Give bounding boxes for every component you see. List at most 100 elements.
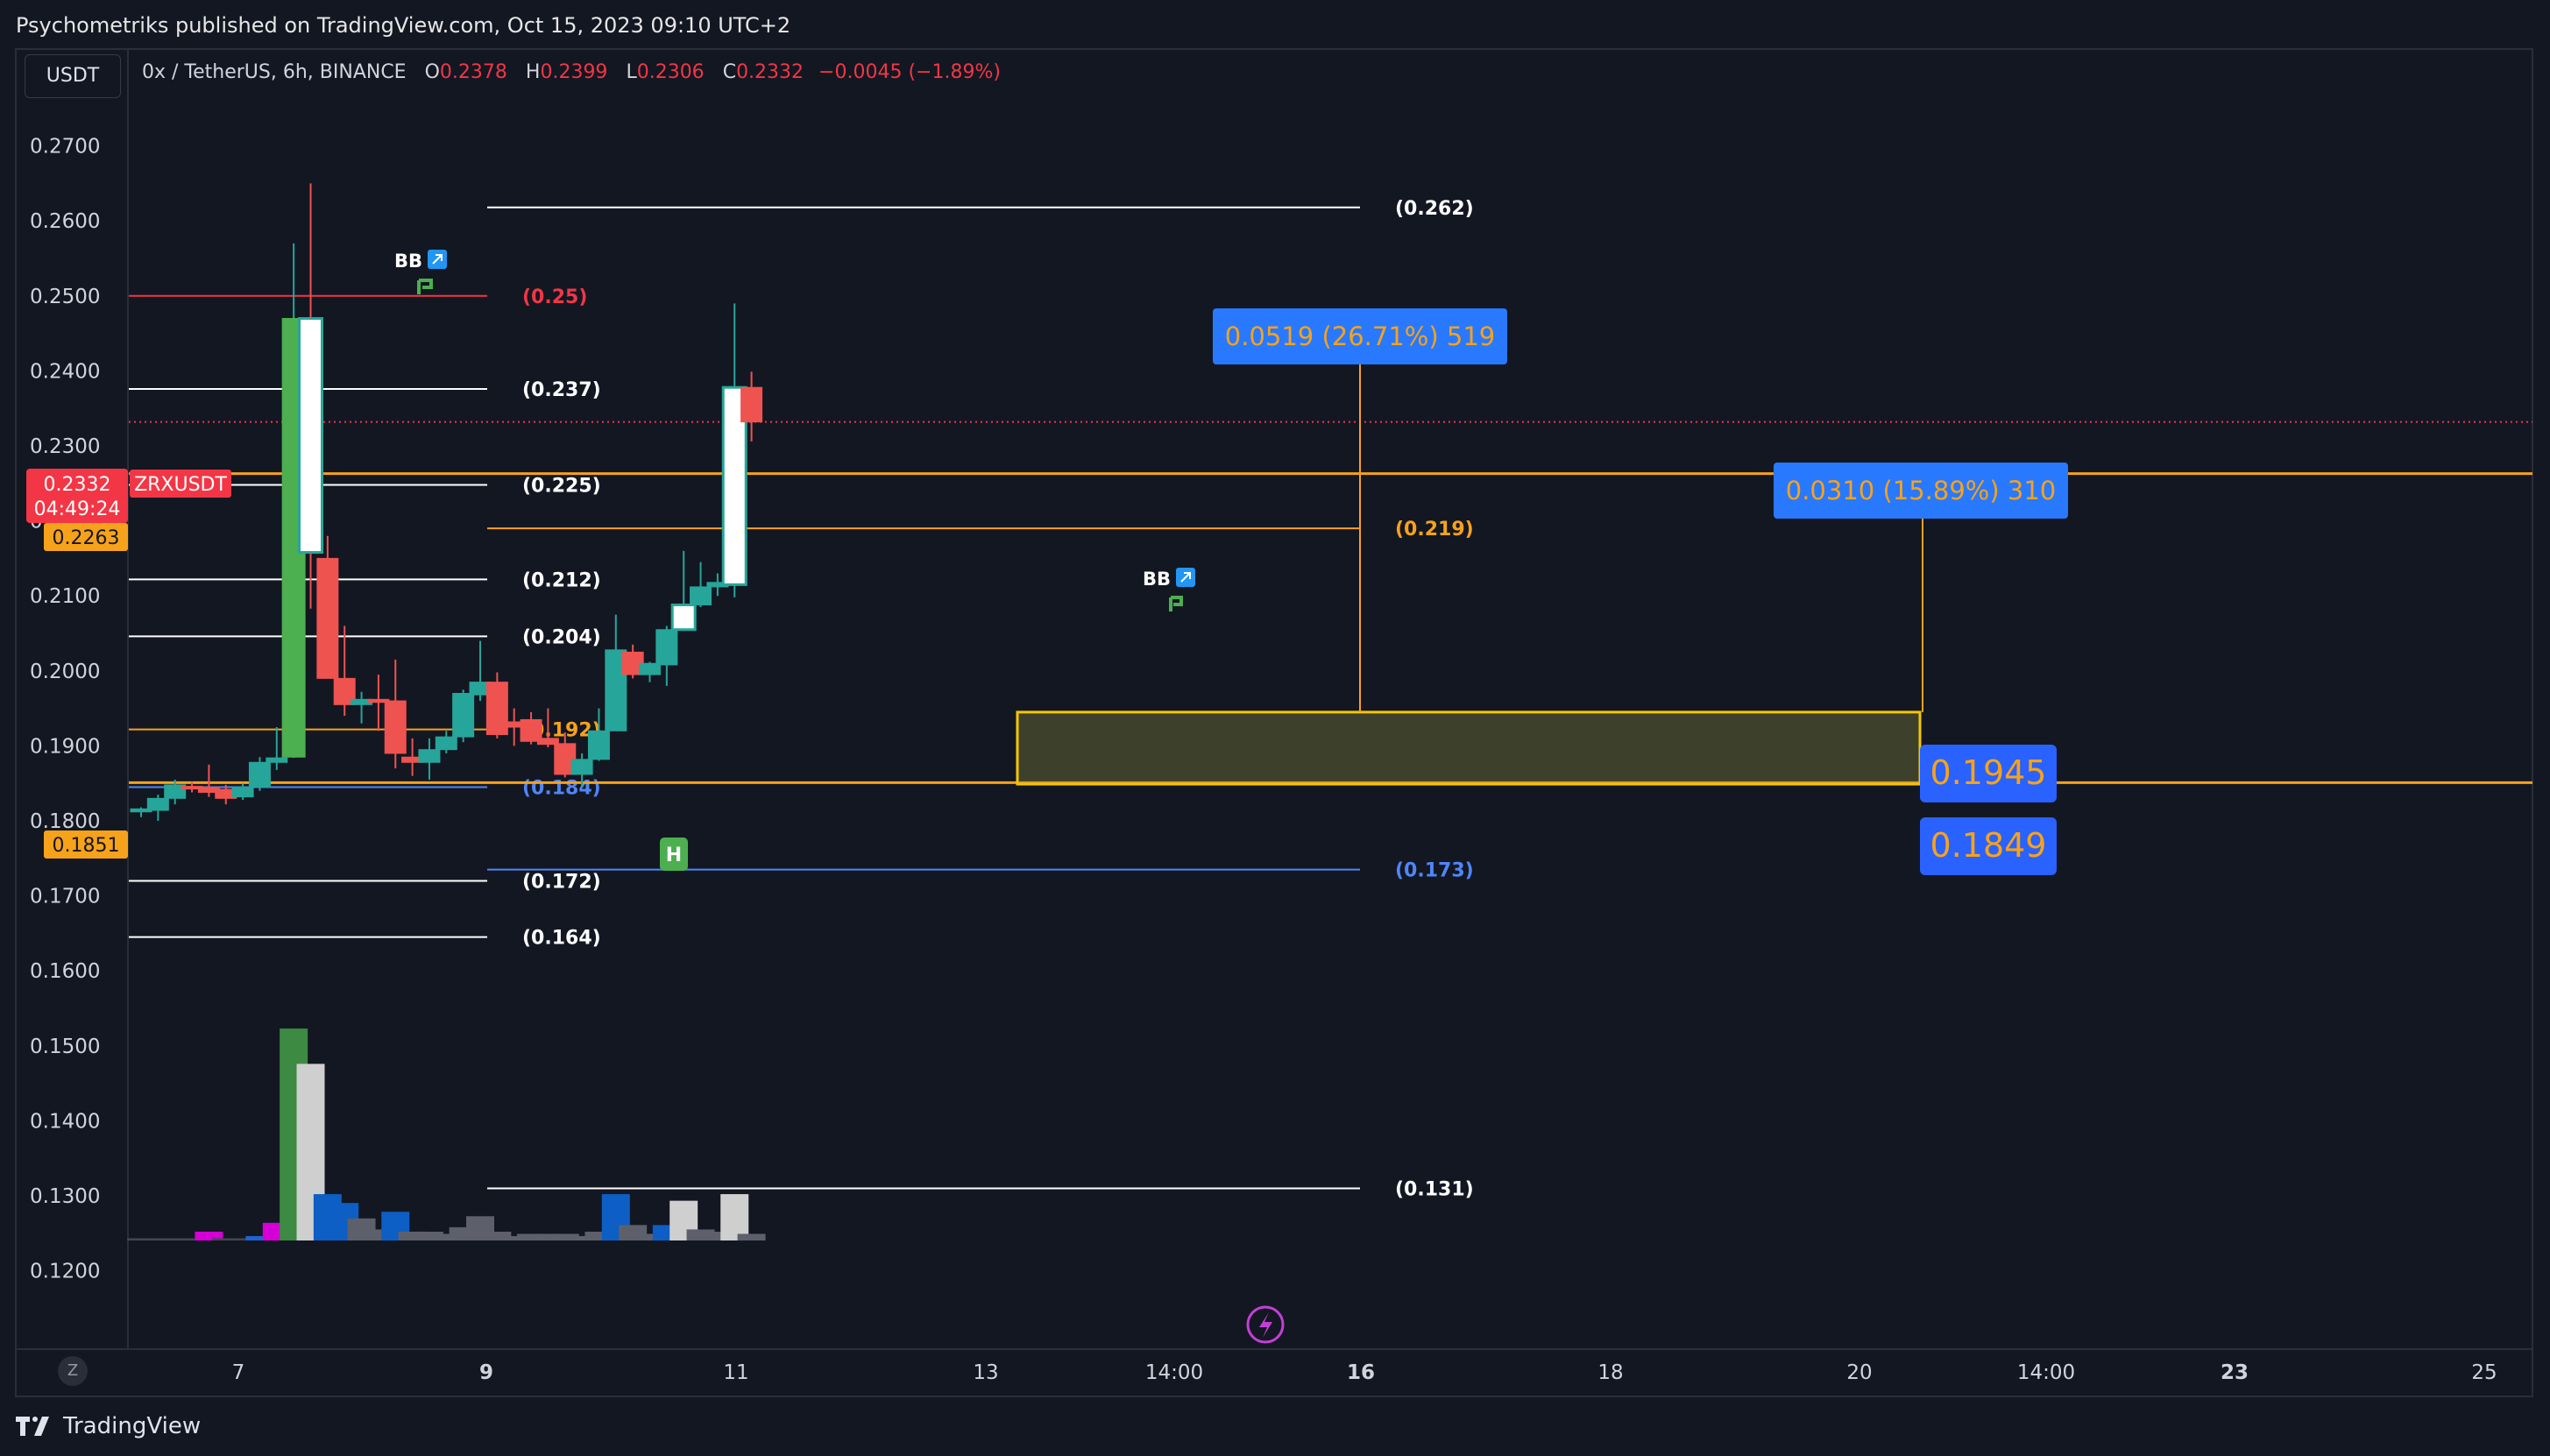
last-price-value: 0.2332 [44, 474, 111, 496]
candle-body [298, 316, 323, 555]
symbol-tag [130, 470, 231, 498]
y-axis-tick-label: 0.1600 [30, 960, 100, 983]
volume-bar [211, 1238, 240, 1240]
candle-body [164, 784, 187, 799]
y-axis-tick-label: 0.2700 [30, 136, 100, 159]
x-axis-tick-label: 9 [479, 1361, 493, 1384]
candle-body [384, 700, 407, 754]
volume-bar [703, 1231, 732, 1240]
legend-high-label: H [525, 61, 541, 83]
level-tag-b [44, 830, 128, 859]
fib-level-label: (0.219) [1395, 519, 1474, 541]
y-axis-tick-label: 0.1300 [30, 1185, 100, 1208]
y-axis-tick-label: 0.1700 [30, 886, 100, 908]
volume-bar [195, 1231, 223, 1240]
volume-bar [534, 1233, 563, 1240]
fib-level-label: (0.204) [522, 626, 601, 648]
h-marker-label: H [666, 845, 682, 866]
bb-arrow-glyph [1180, 572, 1191, 583]
volume-bar [483, 1231, 512, 1240]
x-axis-tick-label: 20 [1846, 1361, 1872, 1384]
legend-close-value: 0.2332 [736, 61, 804, 83]
volume-bar [720, 1194, 749, 1240]
volume-bar [432, 1233, 461, 1240]
fib-level-label: (0.262) [1395, 198, 1474, 220]
y-axis-tick-label: 0.1500 [30, 1035, 100, 1058]
candle-body [231, 786, 254, 798]
candle-body [570, 759, 593, 775]
candle-body [418, 749, 441, 763]
level-tag-b-value: 0.1851 [53, 835, 120, 857]
candle-countdown: 04:49:24 [34, 498, 121, 520]
candle-body [639, 662, 661, 675]
volume-bar [144, 1238, 173, 1240]
y-axis-tick-label: 0.1200 [30, 1261, 100, 1283]
candle-body [248, 761, 271, 788]
volume-bar [160, 1238, 189, 1240]
measure-label-box [1774, 463, 2068, 519]
y-axis-tick-label: 0.1900 [30, 735, 100, 758]
candle-body [316, 557, 339, 679]
candle-body [655, 629, 678, 666]
legend-change: −0.0045 (−1.89%) [818, 61, 1001, 83]
y-axis-tick-label: 0.1800 [30, 810, 100, 833]
candle-body [146, 797, 169, 811]
candle-body [435, 736, 457, 751]
fib-level-label: (0.173) [1395, 860, 1474, 882]
flag-icon [1169, 596, 1183, 611]
flag-icon [417, 279, 433, 294]
level-tag-a [44, 523, 128, 551]
x-axis-tick-label: 23 [2221, 1361, 2249, 1384]
x-axis-tick-label: 13 [973, 1361, 998, 1384]
measure-label-box [1213, 308, 1507, 364]
tradingview-logo[interactable]: TradingView [16, 1410, 201, 1442]
h-marker-badge [660, 838, 688, 871]
z-button[interactable]: Z [58, 1356, 88, 1386]
legend-low-label: L [626, 61, 637, 83]
last-price-tag [26, 469, 128, 523]
zone-top-label: 0.1945 [1930, 753, 2047, 792]
y-axis-tick-label: 0.2400 [30, 360, 100, 383]
volume-bar [245, 1235, 274, 1240]
candle-body [536, 738, 559, 746]
y-axis-tick-label: 0.1400 [30, 1110, 100, 1133]
volume-bar [499, 1235, 528, 1240]
x-axis-tick-label: 7 [232, 1361, 245, 1384]
legend-low-value: 0.2306 [636, 61, 705, 83]
y-axis-tick-label: 0.2300 [30, 435, 100, 458]
x-axis-tick-label: 11 [723, 1361, 748, 1384]
legend-open-value: 0.2378 [439, 61, 507, 83]
zone-top-label-box [1920, 745, 2057, 802]
y-axis-tick-label: 0.2000 [30, 661, 100, 683]
legend-symbol[interactable]: 0x / TetherUS, 6h, BINANCE [142, 61, 407, 83]
x-axis-tick-label: 14:00 [2017, 1361, 2075, 1384]
bb-marker-label: BB [394, 251, 422, 272]
legend-close-label: C [722, 61, 737, 83]
lightning-icon [1246, 1305, 1285, 1344]
measure-label: 0.0519 (26.71%) 519 [1225, 322, 1495, 351]
symbol-legend: 0x / TetherUS, 6h, BINANCE O0.2378 H0.23… [142, 61, 1001, 83]
bb-marker-label: BB [1143, 569, 1171, 590]
fib-level-label: (0.184) [522, 777, 601, 799]
legend-high-value: 0.2399 [540, 61, 608, 83]
y-axis-tick-label: 0.2500 [30, 286, 100, 308]
level-tag-a-value: 0.2263 [53, 527, 120, 549]
volume-bar [635, 1233, 664, 1240]
legend-open-label: O [424, 61, 440, 83]
fib-level-label: (0.164) [522, 928, 601, 950]
candle-body [690, 586, 712, 605]
zone-bottom-label-box [1920, 817, 2057, 875]
x-axis-tick-label: 14:00 [1145, 1361, 1203, 1384]
volume-bar [517, 1233, 546, 1240]
volume-bar [550, 1233, 579, 1240]
symbol-tag-label: ZRXUSDT [134, 474, 227, 496]
volume-bar [737, 1233, 766, 1240]
candle-body [587, 730, 610, 760]
currency-button[interactable]: USDT [25, 54, 121, 98]
volume-bar [229, 1238, 258, 1240]
fib-level-label: (0.212) [522, 569, 601, 591]
y-axis-tick-label: 0.2100 [30, 585, 100, 608]
fib-level-label: (0.172) [522, 871, 601, 893]
measure-label: 0.0310 (15.89%) 310 [1786, 476, 2056, 505]
